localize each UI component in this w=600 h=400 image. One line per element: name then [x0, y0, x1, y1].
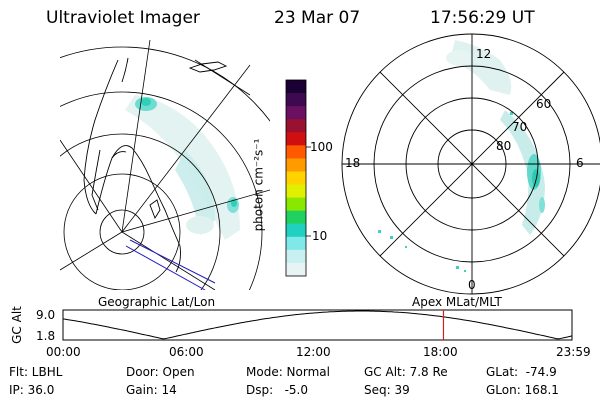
- gc-alt-info: GC Alt: 7.8 Re: [364, 365, 448, 379]
- colorbar-band: [286, 145, 306, 159]
- geographic-map: [60, 40, 270, 290]
- colorbar-band: [286, 93, 306, 107]
- glon-info: GLon: 168.1: [486, 383, 559, 397]
- orbit-track: [125, 239, 216, 290]
- geographic-panel-label: Geographic Lat/Lon: [98, 295, 216, 309]
- coastline: [83, 57, 228, 273]
- altitude-ytick-min: 1.8: [36, 329, 56, 343]
- mode-info: Mode: Normal: [246, 365, 330, 379]
- time-tick-2359: 23:59: [556, 345, 591, 359]
- polar-grid: [341, 33, 600, 295]
- colorbar-band: [286, 262, 306, 277]
- altitude-ytick-max: 9.0: [36, 308, 56, 322]
- dsp-info: Dsp: -5.0: [246, 383, 309, 397]
- time-label: 17:56:29 UT: [430, 8, 535, 28]
- colorbar-tick-10: 10: [312, 229, 328, 243]
- date-label: 23 Mar 07: [274, 8, 361, 28]
- ip-info: IP: 36.0: [9, 383, 55, 397]
- seq-info: Seq: 39: [364, 383, 410, 397]
- filter-info: Flt: LBHL: [9, 365, 63, 379]
- colorbar-band: [286, 158, 306, 172]
- colorbar-band: [286, 223, 306, 238]
- mlat-label-80: 80: [496, 139, 512, 153]
- time-tick-1800: 18:00: [423, 345, 458, 359]
- colorbar-band: [286, 249, 306, 264]
- time-tick-0000: 00:00: [46, 345, 81, 359]
- colorbar-band: [286, 132, 306, 146]
- colorbar-unit-label: photon cm⁻²s⁻¹: [251, 138, 266, 232]
- colorbar-band: [286, 80, 306, 94]
- altitude-curve: [62, 310, 573, 340]
- colorbar-band: [286, 210, 306, 225]
- colorbar-band: [286, 119, 306, 133]
- colorbar: [285, 79, 311, 277]
- colorbar-band: [286, 184, 306, 199]
- lat-lon-grid: [60, 40, 270, 290]
- mlat-label-60: 60: [536, 97, 552, 111]
- mlt-label-12: 12: [476, 47, 492, 61]
- time-tick-0600: 06:00: [169, 345, 204, 359]
- colorbar-band: [286, 236, 306, 251]
- emission-specks: [378, 112, 513, 272]
- instrument-title: Ultraviolet Imager: [46, 8, 200, 28]
- aurora-emission-right: [446, 40, 545, 235]
- colorbar-band: [286, 197, 306, 212]
- colorbar-tick-100: 100: [310, 140, 333, 154]
- colorbar-band: [286, 171, 306, 186]
- mlt-label-18: 18: [345, 156, 361, 170]
- altitude-chart: [62, 309, 573, 341]
- altitude-ylabel: GC Alt: [9, 306, 24, 344]
- aurora-emission-left: [125, 95, 240, 240]
- apex-panel-label: Apex MLat/MLT: [412, 295, 502, 309]
- time-tick-1200: 12:00: [296, 345, 331, 359]
- mlt-label-0: 0: [468, 278, 476, 292]
- colorbar-band: [286, 106, 306, 120]
- glat-info: GLat: -74.9: [486, 365, 557, 379]
- gain-info: Gain: 14: [126, 383, 177, 397]
- mlt-label-6: 6: [576, 156, 584, 170]
- mlat-label-70: 70: [512, 120, 528, 134]
- magnetic-polar-plot: [341, 33, 600, 295]
- door-info: Door: Open: [126, 365, 195, 379]
